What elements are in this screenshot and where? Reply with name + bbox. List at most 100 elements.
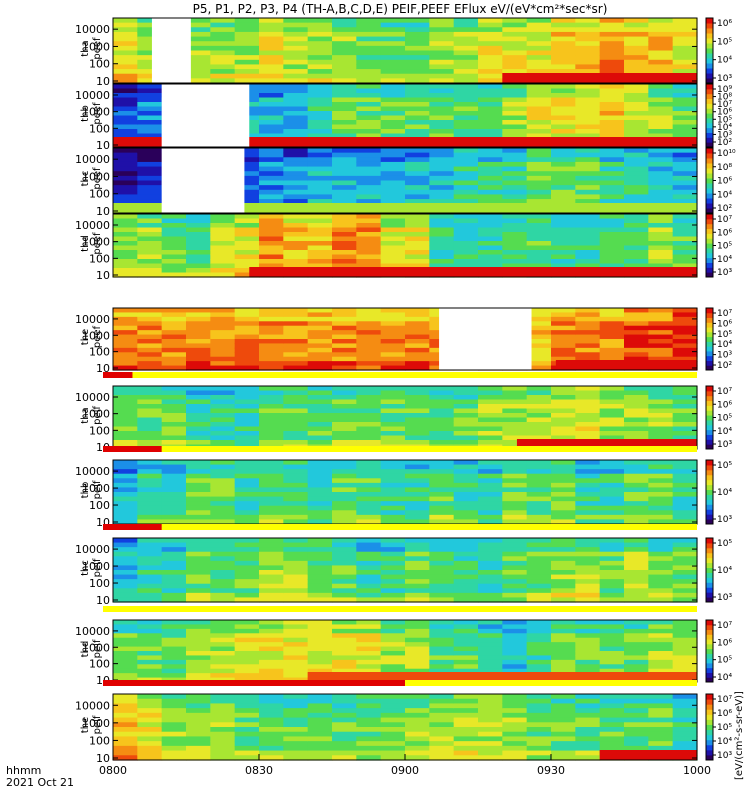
colorbar-swatch [706, 247, 713, 254]
spectrogram-cell [672, 390, 698, 396]
spectrogram-cell [137, 708, 163, 714]
spectrogram-cell [599, 487, 625, 493]
spectrogram-cell [210, 408, 236, 414]
colorbar-swatch [706, 173, 713, 179]
spectrogram-cell [478, 152, 503, 158]
spectrogram-cell [526, 263, 552, 269]
spectrogram-cell [137, 185, 163, 191]
spectrogram-cell [624, 194, 649, 200]
spectrogram-cell [234, 64, 260, 70]
spectrogram-cell [551, 655, 576, 661]
spectrogram-cell [210, 272, 236, 278]
spectrogram-cell [307, 655, 333, 661]
spectrogram-cell [502, 722, 528, 728]
spectrogram-cell [429, 501, 455, 507]
spectrogram-cell [648, 254, 674, 260]
spectrogram-cell [234, 560, 260, 567]
spectrogram-cell [405, 120, 430, 126]
y-tick-label: 1000 [82, 408, 110, 421]
colorbar-tick-label: 10⁶ [717, 638, 732, 648]
spectrogram-cell [332, 250, 357, 256]
spectrogram-cell [502, 597, 528, 603]
spectrogram-cell [405, 496, 430, 502]
spectrogram-cell [332, 703, 357, 709]
spectrogram-cell [259, 69, 284, 75]
colorbar-swatch [706, 84, 713, 90]
spectrogram-cell [283, 232, 309, 238]
colorbar-swatch [706, 419, 713, 426]
spectrogram-cell [380, 129, 406, 135]
spectrogram-cell [575, 148, 601, 154]
spectrogram-cell [526, 547, 552, 553]
spectrogram-cell [356, 334, 382, 340]
spectrogram-cell [307, 78, 333, 84]
spectrogram-cell [453, 574, 479, 580]
spectrogram-cell [283, 175, 309, 182]
spectrogram-cell [210, 308, 236, 314]
colorbar-swatch [706, 48, 713, 54]
spectrogram-cell [478, 59, 503, 66]
spectrogram-cell [283, 50, 309, 56]
spectrogram-cell [648, 69, 674, 75]
spectrogram-cell [210, 542, 236, 548]
colorbar-tick-label: 10² [717, 361, 732, 371]
spectrogram-cell [405, 250, 430, 256]
y-tick-label: 10 [96, 752, 110, 765]
spectrogram-cell [478, 655, 503, 661]
spectrogram-cell [478, 469, 503, 475]
spectrogram-cell [599, 556, 625, 562]
spectrogram-cell [307, 519, 333, 525]
spectrogram-cell [648, 519, 674, 525]
spectrogram-cell [526, 551, 552, 557]
spectrogram-cell [259, 717, 284, 723]
spectrogram-cell [186, 330, 211, 336]
spectrogram-cell [307, 365, 333, 371]
spectrogram-cell [405, 343, 430, 349]
spectrogram-cell [429, 218, 455, 224]
spectrogram-cell [575, 152, 601, 158]
spectrogram-cell [648, 597, 674, 603]
spectrogram-cell [307, 27, 333, 33]
spectrogram-cell [429, 646, 455, 652]
spectrogram-cell [113, 259, 138, 265]
spectrogram-cell [502, 731, 528, 738]
spectrogram-cell [478, 597, 503, 603]
spectrogram-cell [429, 84, 455, 90]
status-bar [103, 606, 697, 612]
spectrogram-cell [551, 185, 576, 191]
spectrogram-cell [161, 263, 187, 269]
spectrogram-cell [551, 642, 576, 648]
spectrogram-cell [453, 637, 479, 643]
spectrogram-cell [210, 365, 236, 371]
spectrogram-cell [453, 651, 479, 657]
spectrogram-cell [648, 487, 674, 493]
spectrogram-cell [210, 698, 236, 705]
spectrogram-cell [405, 245, 430, 251]
spectrogram-cell [526, 574, 552, 580]
spectrogram-cell [502, 712, 528, 719]
spectrogram-cell [161, 245, 187, 251]
spectrogram-cell [234, 565, 260, 571]
spectrogram-cell [453, 395, 479, 401]
spectrogram-cell [599, 417, 625, 423]
spectrogram-cell [599, 570, 625, 576]
status-bar-flag [103, 524, 162, 530]
spectrogram-cell [672, 492, 698, 498]
spectrogram-cell [526, 417, 552, 423]
spectrogram-cell [113, 88, 138, 94]
spectrogram-cell [137, 194, 163, 200]
spectrogram-cell [551, 250, 576, 256]
spectrogram-cell [429, 708, 455, 714]
spectrogram-cell [137, 514, 163, 521]
spectrogram-cell [210, 620, 236, 626]
spectrogram-cell [356, 731, 382, 738]
spectrogram-cell [332, 547, 357, 553]
spectrogram-cell [332, 510, 357, 516]
colorbar-swatch [706, 153, 713, 159]
spectrogram-cell [283, 339, 309, 345]
spectrogram-cell [599, 708, 625, 714]
spectrogram-cell [380, 624, 406, 630]
spectrogram-cell [502, 642, 528, 648]
spectrogram-cell [624, 422, 649, 428]
spectrogram-cell [453, 263, 479, 269]
